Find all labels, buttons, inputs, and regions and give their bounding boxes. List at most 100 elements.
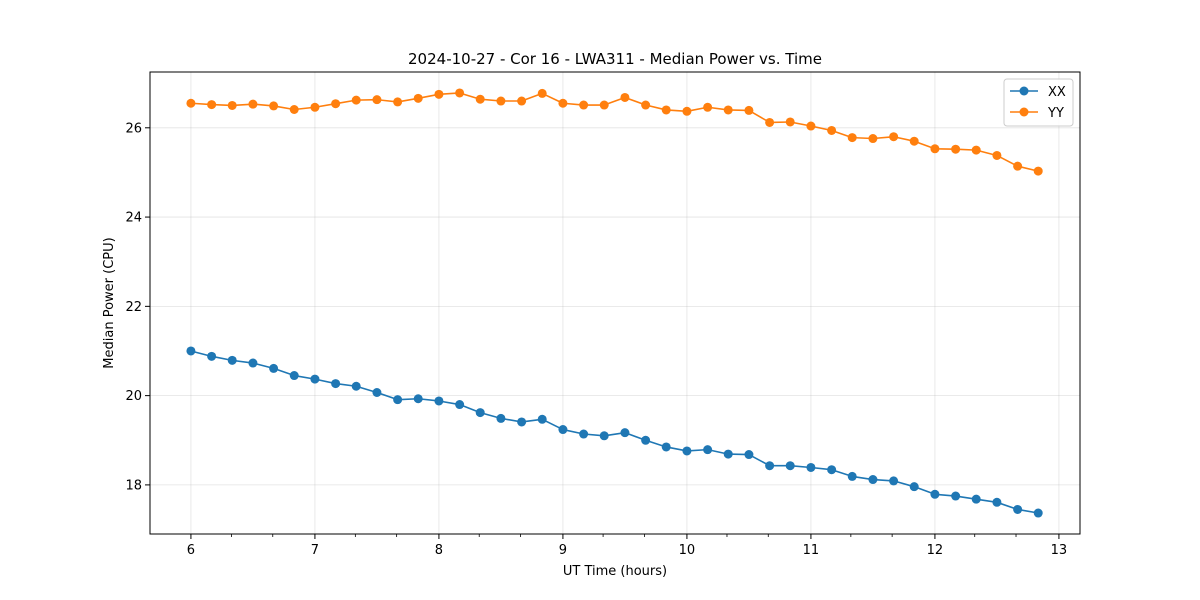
x-tick-label: 8 [435, 543, 443, 558]
data-point-yy [661, 105, 671, 115]
data-point-yy [744, 105, 754, 115]
data-point-yy [579, 100, 589, 110]
data-point-xx [413, 394, 423, 404]
data-point-xx [889, 476, 899, 486]
data-point-xx [723, 449, 733, 459]
x-tick-label: 6 [187, 543, 195, 558]
data-point-xx [1013, 504, 1023, 514]
data-point-yy [951, 144, 961, 154]
data-point-yy [765, 117, 775, 127]
data-point-yy [207, 100, 217, 110]
plot-frame [149, 71, 1081, 535]
data-point-xx [765, 461, 775, 471]
legend-marker-yy [1019, 107, 1029, 117]
data-point-xx [744, 450, 754, 460]
data-point-yy [909, 136, 919, 146]
y-axis-label: Median Power (CPU) [102, 237, 117, 368]
data-point-yy [331, 99, 341, 109]
data-point-yy [372, 95, 382, 105]
data-point-xx [909, 482, 919, 492]
data-point-yy [393, 97, 403, 107]
data-point-yy [806, 121, 816, 131]
data-point-yy [227, 100, 237, 110]
data-point-xx [992, 497, 1002, 507]
data-point-xx [971, 494, 981, 504]
data-point-yy [351, 95, 361, 105]
data-point-yy [558, 98, 568, 108]
series-xx [186, 346, 1043, 518]
data-point-yy [847, 133, 857, 143]
data-point-xx [537, 414, 547, 424]
data-point-xx [186, 346, 196, 356]
data-point-xx [682, 446, 692, 456]
data-point-xx [806, 462, 816, 472]
data-point-yy [971, 145, 981, 155]
legend-label-xx: XX [1048, 85, 1066, 100]
data-point-xx [475, 408, 485, 418]
y-tick-label: 22 [125, 300, 142, 315]
data-point-xx [289, 371, 299, 381]
x-tick-label: 9 [559, 543, 567, 558]
data-point-yy [641, 100, 651, 110]
data-point-yy [434, 89, 444, 99]
data-point-yy [310, 102, 320, 112]
grid [150, 72, 1080, 534]
y-tick-label: 20 [125, 389, 142, 404]
data-point-yy [455, 88, 465, 98]
data-point-yy [868, 134, 878, 144]
data-point-yy [289, 104, 299, 114]
data-point-yy [248, 99, 258, 109]
data-point-xx [951, 491, 961, 501]
data-point-xx [703, 445, 713, 455]
data-point-yy [269, 101, 279, 111]
data-point-xx [351, 381, 361, 391]
chart-title: 2024-10-27 - Cor 16 - LWA311 - Median Po… [408, 50, 822, 68]
data-point-yy [723, 105, 733, 115]
data-point-yy [620, 92, 630, 102]
data-point-xx [372, 387, 382, 397]
tick-layer: 6 7 8 9 10 11 12 13 18 20 22 24 26 [125, 121, 1067, 558]
data-point-yy [992, 150, 1002, 160]
data-point-xx [455, 400, 465, 410]
series-layer [186, 88, 1043, 518]
x-tick-label: 13 [1051, 543, 1068, 558]
y-tick-label: 18 [125, 478, 142, 493]
legend: XX YY [1003, 78, 1074, 127]
data-point-yy [599, 100, 609, 110]
data-point-xx [227, 355, 237, 365]
x-tick-label: 7 [311, 543, 319, 558]
x-tick-label: 10 [679, 543, 696, 558]
data-point-yy [827, 125, 837, 135]
data-point-xx [248, 358, 258, 368]
data-point-yy [930, 144, 940, 154]
data-point-yy [517, 96, 527, 106]
data-point-xx [496, 413, 506, 423]
data-point-xx [331, 379, 341, 389]
data-point-xx [620, 428, 630, 438]
y-tick-label: 26 [125, 121, 142, 136]
series-yy [186, 88, 1043, 176]
data-point-yy [1013, 161, 1023, 171]
data-point-xx [599, 431, 609, 441]
data-point-xx [517, 417, 527, 427]
data-point-xx [1033, 508, 1043, 518]
x-axis-label: UT Time (hours) [563, 564, 667, 579]
data-point-xx [847, 471, 857, 481]
data-point-xx [827, 465, 837, 475]
x-tick-label: 12 [927, 543, 944, 558]
y-tick-label: 24 [125, 211, 142, 226]
legend-label-yy: YY [1047, 106, 1064, 121]
data-point-xx [868, 475, 878, 485]
legend-marker-xx [1019, 86, 1029, 96]
data-point-xx [558, 425, 568, 435]
data-point-yy [785, 117, 795, 127]
data-point-yy [682, 106, 692, 116]
data-point-yy [537, 88, 547, 98]
data-point-xx [641, 435, 651, 445]
data-point-xx [207, 351, 217, 361]
x-tick-label: 11 [803, 543, 820, 558]
data-point-xx [661, 442, 671, 452]
data-point-yy [1033, 166, 1043, 176]
data-point-xx [393, 395, 403, 405]
